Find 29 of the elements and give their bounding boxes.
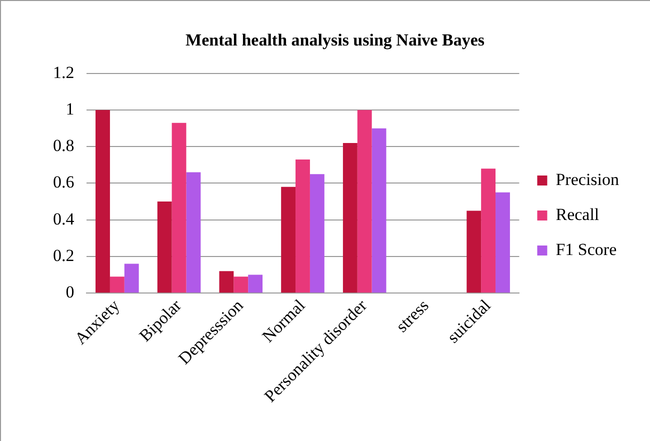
y-tick-label: 0.4 bbox=[53, 209, 75, 228]
bar bbox=[172, 122, 186, 293]
bar bbox=[296, 159, 310, 293]
bar bbox=[310, 174, 324, 293]
bar bbox=[372, 128, 386, 293]
bar bbox=[357, 110, 372, 293]
bar bbox=[234, 276, 248, 293]
y-tick-label: 0.6 bbox=[53, 172, 74, 192]
bar bbox=[219, 271, 234, 293]
bar bbox=[124, 264, 139, 293]
y-tick-label: 0 bbox=[66, 282, 74, 302]
legend-label: F1 Score bbox=[556, 240, 617, 259]
legend-label: Precision bbox=[556, 170, 620, 189]
bar bbox=[496, 192, 510, 293]
y-tick-label: 0.8 bbox=[53, 136, 74, 156]
y-tick-label: 1 bbox=[66, 99, 74, 118]
bar bbox=[157, 202, 172, 293]
bar bbox=[186, 172, 201, 293]
bar bbox=[466, 210, 482, 293]
bar bbox=[110, 276, 124, 293]
y-tick-label: 0.2 bbox=[53, 246, 74, 265]
bar bbox=[481, 168, 496, 293]
bar bbox=[281, 186, 296, 293]
bar bbox=[248, 274, 263, 293]
bar bbox=[96, 110, 110, 293]
chart-title: Mental health analysis using Naive Bayes bbox=[186, 30, 485, 50]
bar bbox=[342, 142, 358, 293]
legend-label: Recall bbox=[556, 204, 600, 224]
y-tick-label: 1.2 bbox=[53, 62, 74, 82]
